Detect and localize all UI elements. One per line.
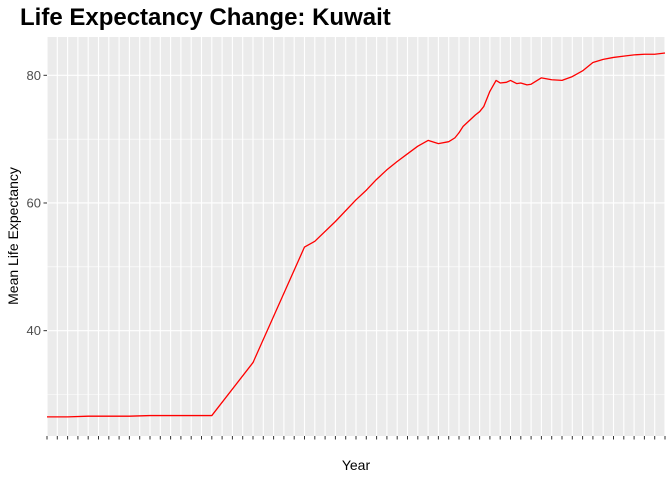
y-axis-title: Mean Life Expectancy [5, 167, 21, 305]
y-tick-label: 60 [27, 195, 41, 210]
y-tick-label: 40 [27, 323, 41, 338]
chart-title: Life Expectancy Change: Kuwait [20, 4, 391, 31]
grid-major [46, 37, 666, 436]
series-layer [47, 52, 666, 418]
y-axis: 40 60 80 [27, 68, 47, 338]
x-axis [46, 436, 666, 440]
x-axis-title: Year [342, 457, 371, 473]
series-line [47, 52, 666, 418]
y-tick-label: 80 [27, 68, 41, 83]
